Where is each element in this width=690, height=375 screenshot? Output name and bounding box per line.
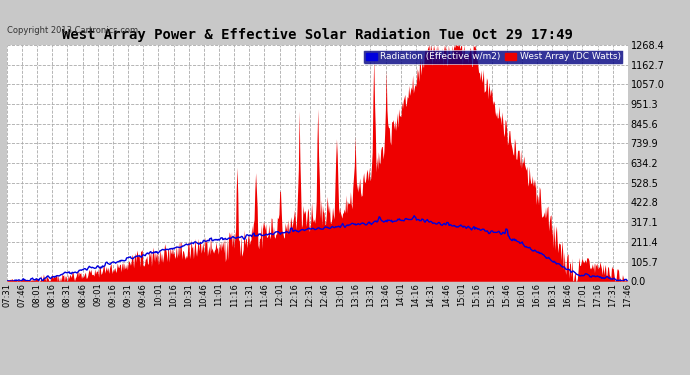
Title: West Array Power & Effective Solar Radiation Tue Oct 29 17:49: West Array Power & Effective Solar Radia…	[62, 28, 573, 42]
Legend: Radiation (Effective w/m2), West Array (DC Watts): Radiation (Effective w/m2), West Array (…	[363, 50, 623, 64]
Text: Copyright 2013 Cartronics.com: Copyright 2013 Cartronics.com	[7, 26, 138, 35]
